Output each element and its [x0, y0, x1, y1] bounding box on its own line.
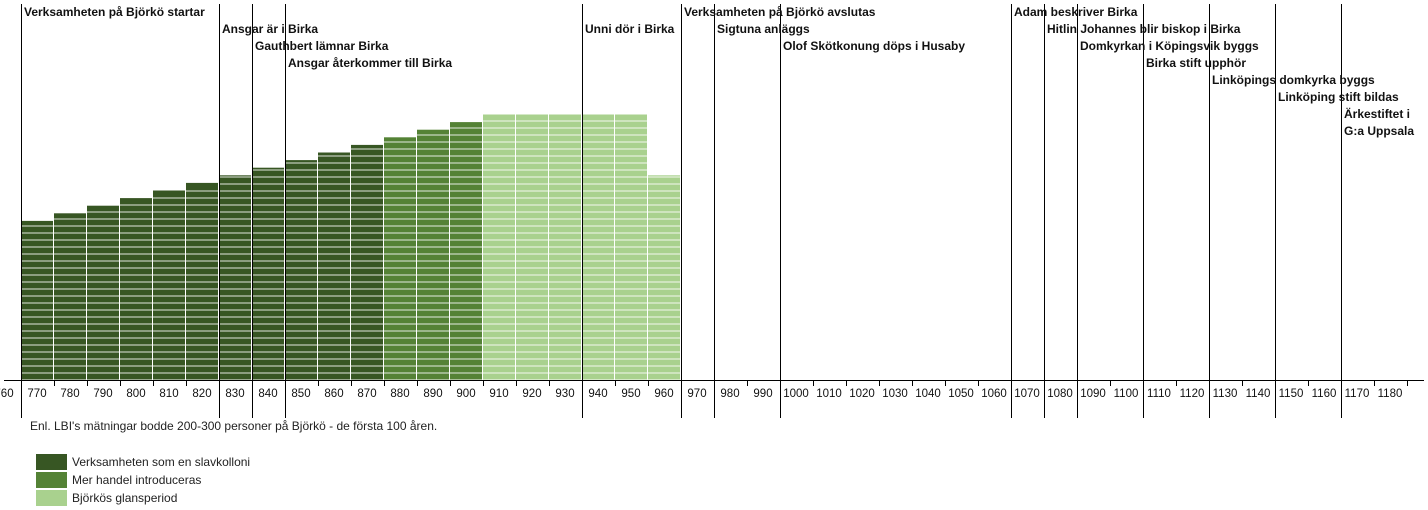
legend-item-glansperiod: Björkös glansperiod [36, 489, 250, 507]
x-tick-label-930: 930 [555, 388, 574, 400]
bar-895 [449, 121, 483, 381]
event-label: Adam beskriver Birka [1014, 5, 1138, 19]
bar-825 [218, 174, 252, 381]
x-tick-label-910: 910 [489, 388, 508, 400]
legend-label-slavkolloni: Verksamheten som en slavkolloni [72, 455, 251, 469]
bar-955 [647, 174, 681, 381]
x-tick-label-1070: 1070 [1014, 388, 1040, 400]
event-label: Domkyrkan i Köpingsvik byggs [1080, 39, 1259, 53]
x-tick-label-880: 880 [390, 388, 409, 400]
x-tick-label-1010: 1010 [816, 388, 842, 400]
legend-item-handel: Mer handel introduceras [36, 471, 250, 489]
x-tick-label-1050: 1050 [948, 388, 974, 400]
event-label: Ansgar återkommer till Birka [288, 56, 452, 70]
x-tick-label-850: 850 [291, 388, 310, 400]
x-tick-label-990: 990 [753, 388, 772, 400]
bar-805 [152, 189, 186, 381]
event-label: Hitlin Johannes blir biskop i Birka [1047, 22, 1241, 36]
x-tick-label-790: 790 [93, 388, 112, 400]
bar-855 [317, 151, 351, 381]
x-tick-label-1090: 1090 [1080, 388, 1106, 400]
x-tick-label-950: 950 [621, 388, 640, 400]
x-tick-label-1080: 1080 [1047, 388, 1073, 400]
bar-835 [251, 166, 285, 381]
event-label: Linköping stift bildas [1278, 90, 1399, 104]
x-tick-label-810: 810 [159, 388, 178, 400]
x-tick-label-1000: 1000 [783, 388, 809, 400]
event-label: Unni dör i Birka [585, 22, 675, 36]
x-tick-label-1030: 1030 [882, 388, 908, 400]
x-tick-label-870: 870 [357, 388, 376, 400]
measurement-note: Enl. LBI's mätningar bodde 200-300 perso… [30, 419, 438, 433]
x-tick-label-920: 920 [522, 388, 541, 400]
x-tick-label-770: 770 [27, 388, 46, 400]
x-tick-label-1060: 1060 [981, 388, 1007, 400]
x-tick-label-1120: 1120 [1180, 388, 1205, 400]
bar-875 [383, 136, 417, 381]
x-tick-label-840: 840 [258, 388, 277, 400]
x-tick-label-940: 940 [588, 388, 607, 400]
legend-label-handel: Mer handel introduceras [72, 473, 202, 487]
x-tick-label-1150: 1150 [1279, 388, 1304, 400]
x-tick-label-960: 960 [654, 388, 673, 400]
x-tick-label-780: 780 [60, 388, 79, 400]
event-label: Ansgar är i Birka [222, 22, 318, 36]
event-label: Verksamheten på Björkö avslutas [684, 5, 876, 19]
bar-815 [185, 181, 219, 381]
x-tick-label-1100: 1100 [1114, 388, 1139, 400]
x-tick-label-1040: 1040 [915, 388, 941, 400]
x-tick-label-1130: 1130 [1213, 388, 1238, 400]
event-label: Linköpings domkyrka byggs [1212, 73, 1375, 87]
x-tick-label-820: 820 [192, 388, 211, 400]
x-tick-label-830: 830 [225, 388, 244, 400]
x-tick-label-1180: 1180 [1378, 388, 1403, 400]
legend-swatch-handel [36, 472, 67, 488]
legend-swatch-slavkolloni [36, 454, 67, 470]
event-label: Birka stift upphör [1146, 56, 1246, 70]
event-label: Verksamheten på Björkö startar [24, 5, 205, 19]
event-label: G:a Uppsala [1344, 124, 1414, 138]
bar-885 [416, 128, 450, 381]
x-tick-label-860: 860 [324, 388, 343, 400]
legend: Verksamheten som en slavkolloni Mer hand… [36, 453, 250, 507]
legend-label-glansperiod: Björkös glansperiod [72, 491, 178, 505]
x-tick-label-970: 970 [687, 388, 706, 400]
x-tick-label-1020: 1020 [849, 388, 875, 400]
x-tick-label-1160: 1160 [1312, 388, 1337, 400]
bar-765 [20, 219, 54, 381]
event-label: Olof Skötkonung döps i Husaby [783, 39, 965, 53]
event-label: Gauthbert lämnar Birka [255, 39, 389, 53]
x-tick-label-900: 900 [456, 388, 475, 400]
x-tick-label-1110: 1110 [1147, 388, 1171, 400]
legend-swatch-glansperiod [36, 490, 67, 506]
bar-785 [86, 204, 120, 381]
x-tick-label-890: 890 [423, 388, 442, 400]
x-tick-label-1140: 1140 [1246, 388, 1271, 400]
event-label: Ärkestiftet i [1344, 106, 1410, 121]
event-label: Sigtuna anläggs [717, 22, 810, 36]
bar-845 [284, 159, 318, 381]
x-tick-label-1170: 1170 [1345, 388, 1370, 400]
timeline-chart: 760 770 780 790 800 810 820 830 840 850 860 870 880 8… [0, 4, 1424, 418]
legend-item-slavkolloni: Verksamheten som en slavkolloni [36, 453, 250, 471]
x-tick-label-980: 980 [720, 388, 739, 400]
x-tick-label-760: 760 [0, 388, 14, 400]
x-tick-label-800: 800 [126, 388, 145, 400]
